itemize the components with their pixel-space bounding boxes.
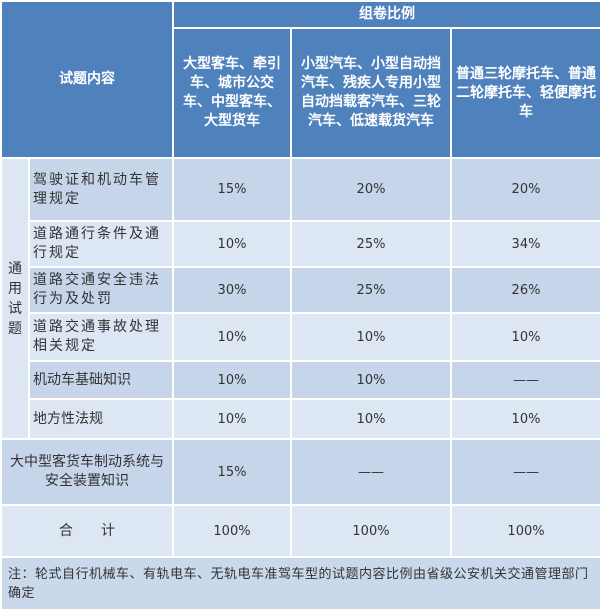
cell: 26% [449,266,600,314]
footnote: 注：轮式自行机械车、有轨电车、无轨电车准驾车型的试题内容比例由省级公安机关交通管… [0,556,600,611]
table-row: 道路交通安全违法行为及处罚 30% 25% 26% [1,266,600,314]
cell: 25% [290,266,452,314]
table-row: 道路交通事故处理相关规定 10% 10% 10% [1,312,600,362]
row-label: 道路交通事故处理相关规定 [28,312,174,362]
cell: —— [449,438,600,506]
cell: 100% [449,504,600,558]
cell: 34% [449,220,600,268]
cell: —— [290,438,452,506]
header-col-2: 小型汽车、小型自动挡汽车、残疾人专用小型自动挡载客汽车、三轮汽车、低速载货汽车 [290,27,452,159]
row-label: 机动车基础知识 [28,360,174,400]
cell: 15% [172,438,292,506]
row-label: 道路通行条件及通行规定 [28,220,174,268]
cell: 10% [449,312,600,362]
table-row: 地方性法规 10% 10% 10% [1,398,600,440]
table-row: 通用试题 驾驶证和机动车管理规定 15% 20% 20% [0,157,600,440]
cell: 100% [290,504,452,558]
row-label: 道路交通安全违法行为及处罚 [28,266,174,314]
table-row: 道路通行条件及通行规定 10% 25% 34% [1,220,600,268]
cell: 25% [290,220,452,268]
total-row: 合 计 100% 100% 100% [0,504,600,558]
header-col-1: 大型客车、牵引车、城市公交车、中型客车、大型货车 [172,27,292,159]
cell: 10% [172,220,292,268]
cell: 10% [449,398,600,440]
cell: 10% [290,398,452,440]
header-col-3: 普通三轮摩托车、普通二轮摩托车、轻便摩托车 [449,27,600,159]
row-label: 大中型客货车制动系统与安全装置知识 [0,438,174,506]
header-content: 试题内容 [0,0,174,159]
cell: 10% [172,360,292,400]
cell: 100% [172,504,292,558]
cell: 20% [290,157,452,222]
cell: 20% [449,157,600,222]
row-label: 驾驶证和机动车管理规定 [28,157,174,222]
table-row: 机动车基础知识 10% 10% —— [1,360,600,400]
cell: 10% [290,312,452,362]
row-label: 地方性法规 [28,398,174,440]
table-row: 大中型客货车制动系统与安全装置知识 15% —— —— [0,438,600,506]
cell: 10% [172,312,292,362]
cell: —— [449,360,600,400]
cell: 15% [172,157,292,222]
row-label: 合 计 [0,504,174,558]
group-label: 通用试题 [0,157,30,440]
cell: 10% [172,398,292,440]
cell: 10% [290,360,452,400]
cell: 30% [172,266,292,314]
header-ratio: 组卷比例 [171,0,600,29]
